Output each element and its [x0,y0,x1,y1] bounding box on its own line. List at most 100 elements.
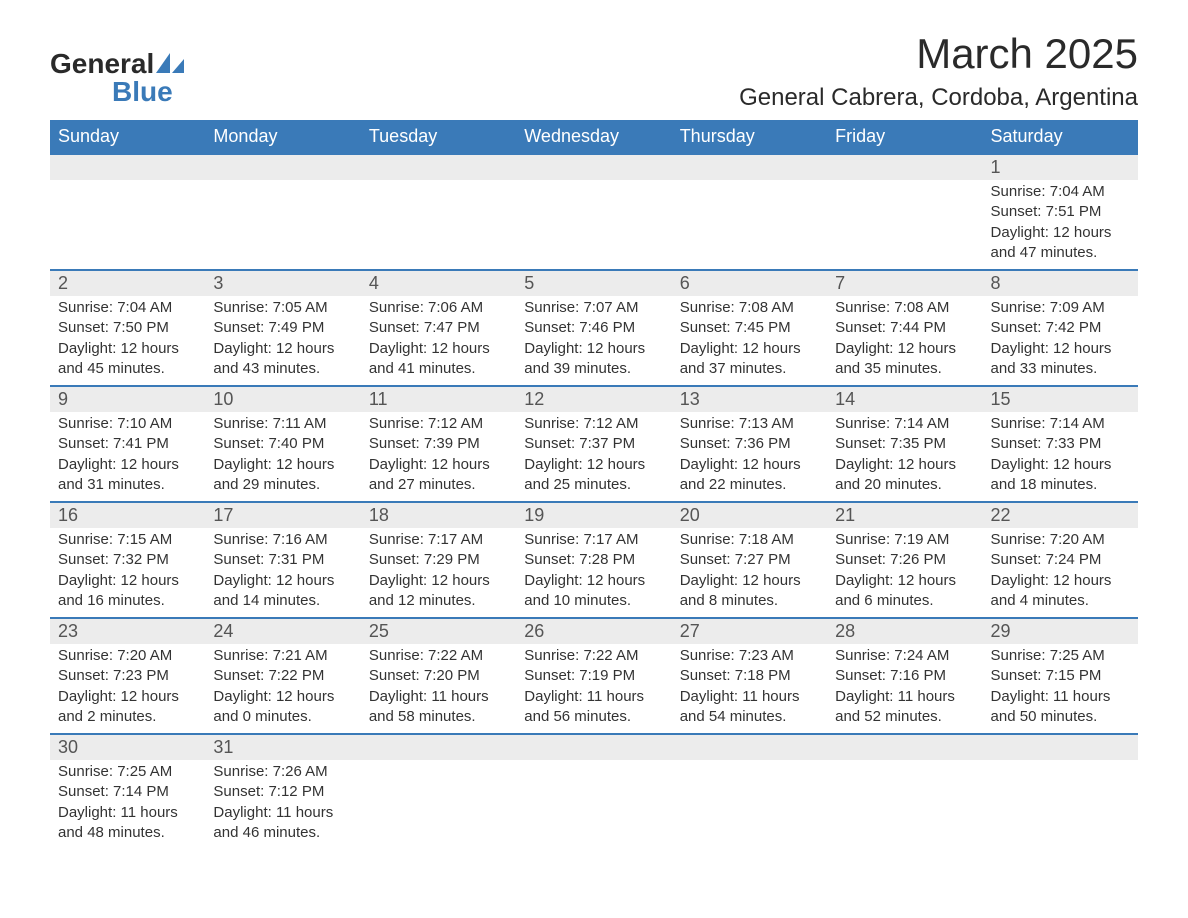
sunset-text: Sunset: 7:16 PM [835,666,974,686]
sunrise-text: Sunrise: 7:08 AM [680,298,819,318]
day-info [516,180,671,262]
day-number: 18 [361,503,516,528]
daylight-text: Daylight: 12 hours and 18 minutes. [991,455,1130,496]
day-info-cell: Sunrise: 7:06 AMSunset: 7:47 PMDaylight:… [361,296,516,386]
day-number: 22 [983,503,1138,528]
day-info: Sunrise: 7:06 AMSunset: 7:47 PMDaylight:… [361,296,516,385]
sunset-text: Sunset: 7:28 PM [524,550,663,570]
day-number: 14 [827,387,982,412]
daylight-text: Daylight: 12 hours and 43 minutes. [213,339,352,380]
sunrise-text: Sunrise: 7:18 AM [680,530,819,550]
day-cell: 9 [50,386,205,412]
day-info-cell: Sunrise: 7:14 AMSunset: 7:35 PMDaylight:… [827,412,982,502]
daylight-text: Daylight: 12 hours and 16 minutes. [58,571,197,612]
day-info-cell: Sunrise: 7:04 AMSunset: 7:50 PMDaylight:… [50,296,205,386]
day-info: Sunrise: 7:11 AMSunset: 7:40 PMDaylight:… [205,412,360,501]
day-info-cell: Sunrise: 7:17 AMSunset: 7:29 PMDaylight:… [361,528,516,618]
sunset-text: Sunset: 7:23 PM [58,666,197,686]
day-info-cell: Sunrise: 7:07 AMSunset: 7:46 PMDaylight:… [516,296,671,386]
sunrise-text: Sunrise: 7:09 AM [991,298,1130,318]
day-info-cell: Sunrise: 7:24 AMSunset: 7:16 PMDaylight:… [827,644,982,734]
sunrise-text: Sunrise: 7:04 AM [991,182,1130,202]
sunset-text: Sunset: 7:22 PM [213,666,352,686]
day-cell [516,734,671,760]
day-info-cell [516,760,671,849]
brand-word-top: General [50,48,154,79]
day-cell: 26 [516,618,671,644]
daylight-text: Daylight: 12 hours and 29 minutes. [213,455,352,496]
sunset-text: Sunset: 7:42 PM [991,318,1130,338]
day-info: Sunrise: 7:08 AMSunset: 7:45 PMDaylight:… [672,296,827,385]
info-row: Sunrise: 7:15 AMSunset: 7:32 PMDaylight:… [50,528,1138,618]
day-cell: 17 [205,502,360,528]
sunrise-text: Sunrise: 7:12 AM [369,414,508,434]
day-cell: 5 [516,270,671,296]
day-number: 9 [50,387,205,412]
day-info-cell: Sunrise: 7:09 AMSunset: 7:42 PMDaylight:… [983,296,1138,386]
day-info: Sunrise: 7:14 AMSunset: 7:33 PMDaylight:… [983,412,1138,501]
day-number: 24 [205,619,360,644]
day-info-cell: Sunrise: 7:20 AMSunset: 7:23 PMDaylight:… [50,644,205,734]
day-cell [205,154,360,180]
daylight-text: Daylight: 12 hours and 0 minutes. [213,687,352,728]
day-info-cell: Sunrise: 7:23 AMSunset: 7:18 PMDaylight:… [672,644,827,734]
sunrise-text: Sunrise: 7:14 AM [835,414,974,434]
day-number [983,735,1138,759]
sunrise-text: Sunrise: 7:20 AM [991,530,1130,550]
daylight-text: Daylight: 12 hours and 39 minutes. [524,339,663,380]
daylight-text: Daylight: 11 hours and 54 minutes. [680,687,819,728]
sunset-text: Sunset: 7:31 PM [213,550,352,570]
day-info: Sunrise: 7:24 AMSunset: 7:16 PMDaylight:… [827,644,982,733]
day-info-cell: Sunrise: 7:21 AMSunset: 7:22 PMDaylight:… [205,644,360,734]
day-cell: 15 [983,386,1138,412]
day-cell: 23 [50,618,205,644]
daylight-text: Daylight: 12 hours and 45 minutes. [58,339,197,380]
day-info-cell: Sunrise: 7:22 AMSunset: 7:19 PMDaylight:… [516,644,671,734]
weekday-header: Monday [205,120,360,154]
day-info-cell: Sunrise: 7:12 AMSunset: 7:37 PMDaylight:… [516,412,671,502]
weekday-header: Sunday [50,120,205,154]
brand-text-bottom: Blue [112,78,184,106]
sunset-text: Sunset: 7:33 PM [991,434,1130,454]
daylight-text: Daylight: 12 hours and 31 minutes. [58,455,197,496]
day-number: 8 [983,271,1138,296]
sunrise-text: Sunrise: 7:04 AM [58,298,197,318]
sunset-text: Sunset: 7:15 PM [991,666,1130,686]
weekday-header: Tuesday [361,120,516,154]
daynum-row: 2345678 [50,270,1138,296]
day-number [205,155,360,179]
location-label: General Cabrera, Cordoba, Argentina [739,84,1138,112]
day-cell [983,734,1138,760]
day-number [50,155,205,179]
sunrise-text: Sunrise: 7:19 AM [835,530,974,550]
weekday-header: Friday [827,120,982,154]
sunrise-text: Sunrise: 7:22 AM [524,646,663,666]
sunrise-text: Sunrise: 7:13 AM [680,414,819,434]
day-info: Sunrise: 7:09 AMSunset: 7:42 PMDaylight:… [983,296,1138,385]
day-info-cell: Sunrise: 7:04 AMSunset: 7:51 PMDaylight:… [983,180,1138,270]
sunset-text: Sunset: 7:39 PM [369,434,508,454]
sunset-text: Sunset: 7:46 PM [524,318,663,338]
day-info: Sunrise: 7:25 AMSunset: 7:14 PMDaylight:… [50,760,205,849]
day-number: 1 [983,155,1138,180]
day-number: 25 [361,619,516,644]
day-cell [672,734,827,760]
brand-logo: General Blue [50,50,184,106]
daylight-text: Daylight: 12 hours and 35 minutes. [835,339,974,380]
daylight-text: Daylight: 12 hours and 25 minutes. [524,455,663,496]
day-number [827,155,982,179]
day-number [516,735,671,759]
daylight-text: Daylight: 12 hours and 22 minutes. [680,455,819,496]
brand-text-top: General [50,50,184,78]
day-cell [361,154,516,180]
day-info-cell [516,180,671,270]
day-info: Sunrise: 7:26 AMSunset: 7:12 PMDaylight:… [205,760,360,849]
day-info [516,760,671,842]
day-number: 7 [827,271,982,296]
daylight-text: Daylight: 12 hours and 2 minutes. [58,687,197,728]
day-number: 16 [50,503,205,528]
sunrise-text: Sunrise: 7:11 AM [213,414,352,434]
info-row: Sunrise: 7:04 AMSunset: 7:51 PMDaylight:… [50,180,1138,270]
day-cell: 27 [672,618,827,644]
day-number: 20 [672,503,827,528]
